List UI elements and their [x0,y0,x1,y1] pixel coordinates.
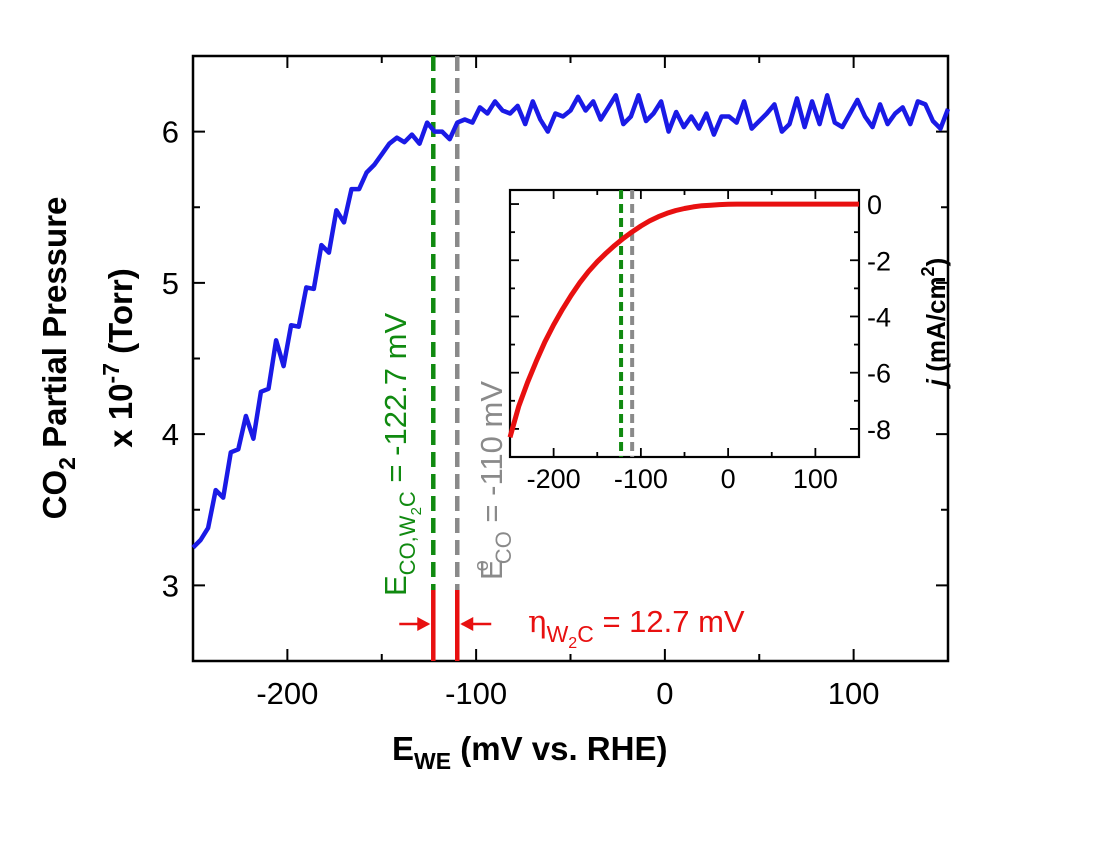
inset-y-tick-label: -2 [867,246,891,276]
svg-text:ECO,W2C = -122.7 mV: ECO,W2C = -122.7 mV [378,313,425,596]
x-tick-label: 0 [656,676,673,711]
y-tick-label: 6 [162,115,179,150]
y-axis-label-line2: x 10-7 (Torr) [98,268,139,447]
e-co-w2c-annotation: ECO,W2C = -122.7 mV [378,313,425,596]
current-density-series-line [507,201,859,438]
inset-y-tick-label: -8 [867,415,891,445]
co2-pressure-series-line [191,93,951,550]
svg-text:j (mA/cm2): j (mA/cm2) [918,258,951,390]
inset-x-tick-label: -100 [614,464,668,494]
y-tick-label: 3 [162,568,179,603]
y-axis-label-line1: CO2 Partial Pressure [36,197,80,520]
eta-annotation: ηW2C = 12.7 mV [528,604,745,652]
inset-x-tick-label: 0 [721,464,736,494]
e-co-annotation: EoCO = -110 mV [471,381,516,580]
svg-text:EoCO = -110 mV: EoCO = -110 mV [471,381,516,580]
x-tick-label: -200 [256,676,318,711]
x-tick-label: 100 [828,676,880,711]
inset-y-tick-label: -6 [867,359,891,389]
main-tick-labels: -200 -100 0 100 3 4 5 6 [162,115,880,711]
eta-arrow-left-head [417,617,431,631]
eta-arrows [399,617,492,631]
inset-y-tick-label: -4 [867,302,891,332]
inset-y-axis-label: j (mA/cm2) [918,258,951,390]
x-tick-label: -100 [445,676,507,711]
inset-plot: -200 -100 0 100 0 -2 -4 -6 -8 [507,188,891,494]
inset-x-tick-label: -200 [527,464,581,494]
y-tick-label: 4 [162,417,179,452]
inset-plot-frame [508,188,861,459]
x-axis-label: EWE (mV vs. RHE) [392,730,667,774]
inset-y-tick-label: 0 [867,190,882,220]
y-tick-label: 5 [162,266,179,301]
y-axis-label: CO2 Partial Pressure x 10-7 (Torr) [36,197,139,520]
inset-x-tick-label: 100 [793,464,838,494]
main-ticks [192,55,949,662]
inset-ticks [509,190,860,458]
eta-arrow-right-head [460,617,474,631]
inset-tick-labels: -200 -100 0 100 0 -2 -4 -6 -8 [527,190,891,494]
